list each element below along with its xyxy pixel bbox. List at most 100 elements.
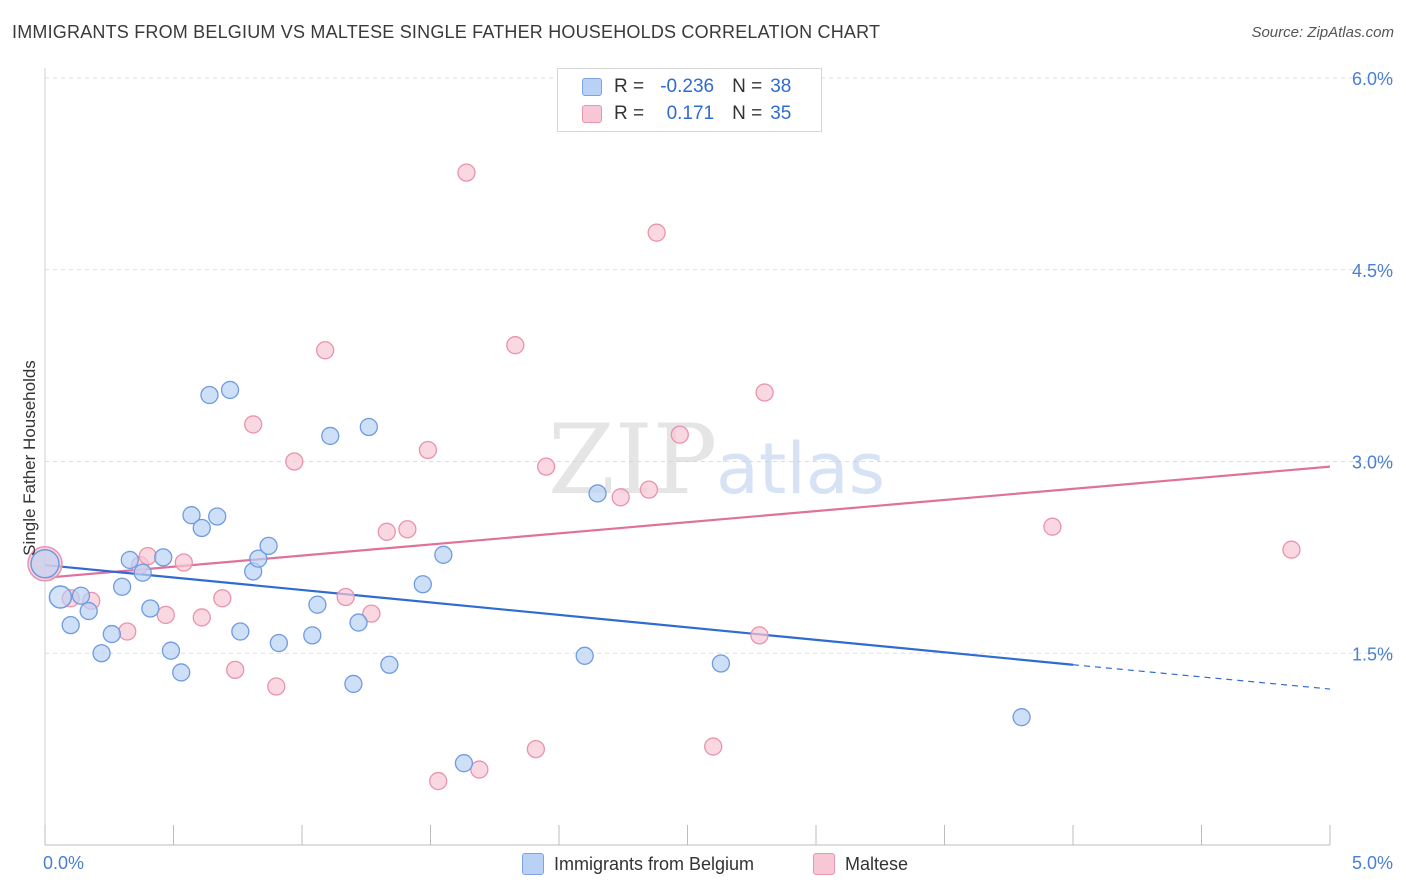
watermark-zip: ZIP: [548, 404, 717, 516]
belgium-point: [154, 548, 173, 567]
grid-lines: [45, 77, 1393, 654]
n-value: 38: [770, 76, 792, 97]
maltese-point: [470, 760, 489, 779]
belgium-point: [380, 655, 399, 674]
maltese-point: [537, 457, 556, 476]
belgium-point: [192, 518, 211, 538]
watermark-atlas: atlas: [716, 428, 885, 510]
belgium-point: [303, 626, 322, 645]
maltese-point: [336, 587, 355, 607]
belgium-point: [575, 646, 594, 665]
n-value: 35: [770, 103, 792, 124]
belgium-point: [1012, 708, 1031, 727]
maltese-point: [362, 604, 381, 623]
y-tick-label: 1.5%: [1352, 644, 1393, 664]
belgium-point: [259, 536, 278, 556]
y-axis-label: Single Father Households: [20, 360, 39, 556]
belgium-point: [321, 426, 340, 446]
r-label: R =: [614, 76, 645, 97]
maltese-point: [750, 626, 769, 645]
belgium-point: [172, 663, 191, 682]
chart-title: IMMIGRANTS FROM BELGIUM VS MALTESE SINGL…: [12, 22, 881, 42]
legend-label: Immigrants from Belgium: [554, 853, 755, 874]
belgium-point: [344, 674, 363, 694]
belgium-point-large: [48, 585, 73, 609]
maltese-point: [457, 163, 476, 182]
maltese-legend-icon: [813, 853, 835, 875]
maltese-point: [418, 440, 438, 460]
r-value: 0.171: [666, 103, 715, 124]
maltese-point: [377, 522, 396, 541]
legend-item-maltese: Maltese: [813, 852, 908, 876]
maltese-point: [174, 553, 193, 572]
maltese-point: [1043, 517, 1062, 536]
stats-row-maltese: R = 0.171 N = 35: [582, 101, 791, 127]
stats-row-belgium: R = -0.236 N = 38: [582, 74, 791, 100]
belgium-point: [220, 380, 240, 400]
n-label: N =: [732, 76, 763, 97]
maltese-point: [1282, 540, 1301, 559]
belgium-point: [200, 385, 219, 405]
maltese-point: [755, 383, 774, 402]
axes: [44, 68, 1331, 846]
maltese-point: [506, 336, 525, 355]
belgium-point: [133, 563, 152, 582]
belgium-point: [102, 624, 121, 644]
source-label: Source: ZipAtlas.com: [1251, 24, 1394, 41]
belgium-point: [269, 633, 289, 653]
y-tick-label: 3.0%: [1352, 453, 1393, 473]
maltese-point: [213, 589, 232, 608]
maltese-point: [647, 223, 666, 242]
belgium-point: [61, 615, 80, 635]
belgium-point: [359, 417, 378, 437]
x-tick-label: 0.0%: [43, 853, 84, 873]
legend-label: Maltese: [845, 853, 909, 874]
x-tick-label: 5.0%: [1352, 853, 1393, 873]
belgium-trend-extension: [1072, 664, 1331, 690]
r-label: R =: [614, 103, 645, 124]
belgium-point: [182, 506, 201, 525]
belgium-point: [454, 754, 474, 773]
belgium-trend-line: [44, 563, 1074, 666]
belgium-point: [120, 550, 139, 570]
legend-item-belgium: Immigrants from Belgium: [522, 852, 754, 876]
belgium-point: [112, 577, 132, 596]
belgium-point: [92, 644, 111, 663]
belgium-point: [141, 599, 160, 618]
belgium-legend-icon: [522, 853, 544, 875]
stats-box: R = -0.236 N = 38 R = 0.171 N = 35: [557, 68, 822, 132]
belgium-point: [349, 613, 368, 632]
r-value: -0.236: [660, 76, 715, 97]
maltese-point: [118, 622, 137, 641]
maltese-point: [244, 415, 263, 434]
maltese-point: [704, 737, 723, 756]
maltese-point: [192, 608, 211, 627]
maltese-point: [526, 739, 546, 759]
belgium-point: [79, 601, 98, 621]
belgium-point: [249, 549, 268, 568]
belgium-point: [308, 595, 327, 614]
belgium-swatch-icon: [582, 78, 602, 96]
maltese-point: [670, 425, 689, 444]
maltese-point: [226, 660, 245, 680]
maltese-point: [398, 520, 417, 539]
belgium-point: [231, 622, 250, 641]
maltese-swatch-icon: [582, 105, 602, 123]
maltese-point: [315, 341, 335, 360]
belgium-point: [711, 654, 731, 673]
maltese-point: [138, 546, 157, 566]
maltese-point: [156, 605, 175, 625]
belgium-point: [71, 586, 91, 605]
n-label: N =: [732, 103, 763, 124]
belgium-point: [208, 507, 227, 526]
belgium-point: [161, 641, 181, 660]
maltese-point: [429, 771, 448, 791]
maltese-point: [285, 452, 304, 471]
belgium-point: [413, 575, 432, 594]
ticks: 1.5% 3.0% 4.5% 6.0% 0.0% 5.0%: [43, 69, 1393, 873]
belgium-point: [434, 545, 453, 564]
y-tick-label: 6.0%: [1352, 69, 1393, 89]
belgium-point-large: [30, 549, 60, 579]
data-points: [27, 163, 1301, 791]
